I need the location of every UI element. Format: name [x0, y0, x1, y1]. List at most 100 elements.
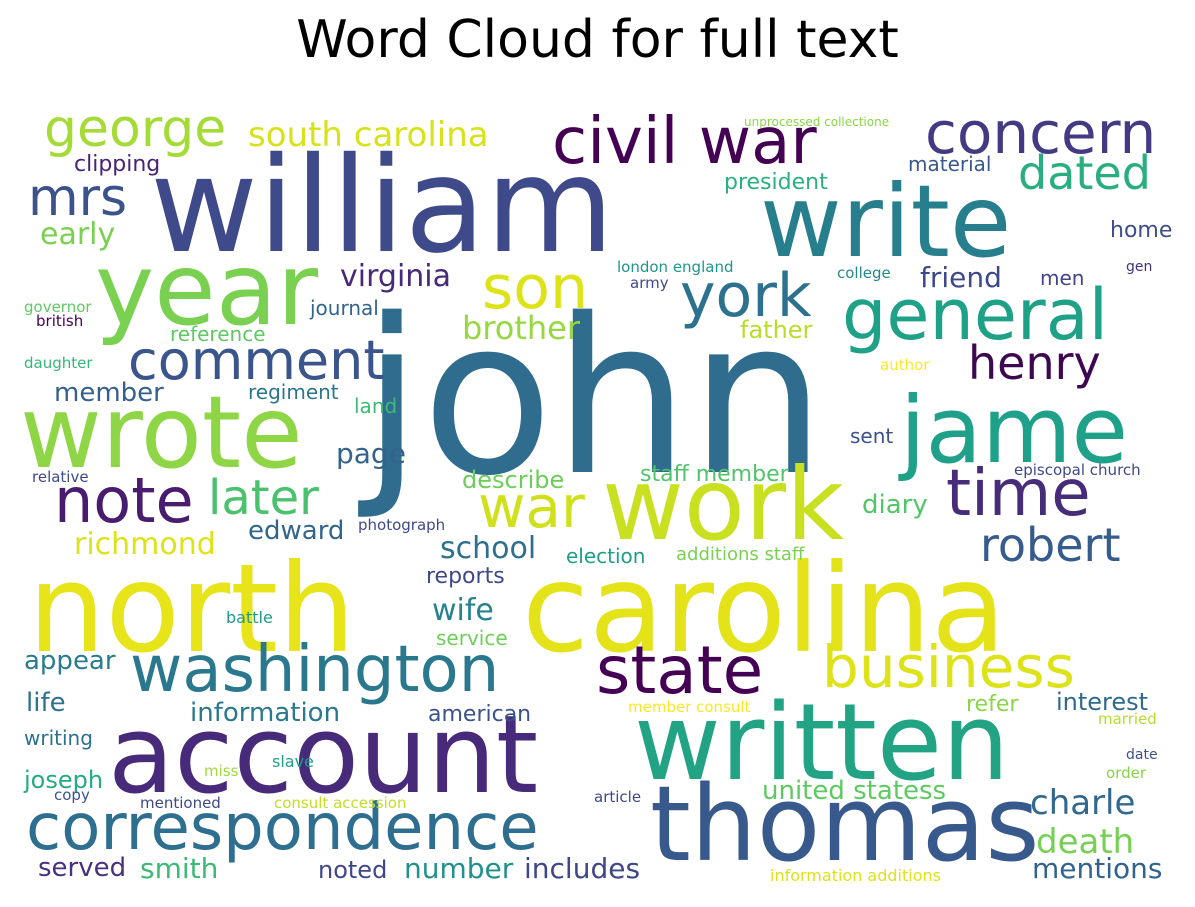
word: school	[440, 531, 537, 566]
word: describe	[462, 466, 565, 494]
word: civil war	[552, 105, 817, 179]
word: page	[336, 437, 406, 470]
word: british	[36, 312, 84, 330]
word: diary	[862, 490, 928, 520]
word: robert	[980, 518, 1121, 572]
word: henry	[968, 336, 1101, 390]
word: army	[630, 274, 669, 292]
word: episcopal church	[1014, 461, 1141, 479]
word: consult accession	[274, 794, 407, 812]
word: concern	[925, 99, 1157, 167]
word: member	[54, 378, 164, 408]
word: college	[837, 264, 891, 282]
word: material	[908, 152, 992, 176]
word: account	[108, 693, 539, 818]
word: american	[428, 702, 532, 727]
word: wife	[432, 593, 494, 628]
word: year	[95, 231, 319, 348]
word: carolina	[522, 538, 1006, 680]
word: john	[362, 272, 826, 523]
word: william	[150, 129, 615, 283]
word: business	[822, 633, 1075, 701]
word: war	[478, 473, 585, 541]
word: work	[602, 446, 844, 563]
word: regiment	[248, 380, 339, 404]
word: time	[946, 457, 1091, 531]
word: information additions	[770, 866, 941, 885]
word: son	[482, 253, 588, 323]
word: daughter	[24, 354, 93, 372]
word: richmond	[74, 527, 216, 562]
word: write	[760, 163, 1012, 280]
word: author	[880, 356, 930, 374]
word: gen	[1126, 259, 1153, 275]
word: thomas	[650, 763, 1040, 885]
page-title: Word Cloud for full text	[296, 10, 899, 70]
word: jame	[900, 377, 1129, 484]
word: clipping	[74, 152, 161, 177]
word: photograph	[358, 516, 446, 534]
word: governor	[24, 298, 92, 316]
word: member consult	[628, 698, 751, 716]
word: father	[740, 316, 813, 344]
word: information	[190, 698, 341, 728]
word: dated	[1018, 146, 1151, 200]
word: writing	[24, 726, 93, 750]
word: reference	[170, 322, 266, 346]
word: virginia	[340, 259, 452, 294]
word: served	[38, 853, 127, 883]
word: brother	[462, 309, 581, 347]
word: president	[724, 170, 828, 195]
word: mentions	[1032, 852, 1163, 885]
word: interest	[1056, 688, 1149, 716]
word: mentioned	[140, 794, 221, 812]
word: north	[28, 538, 356, 680]
word: life	[26, 688, 66, 718]
word: staff member	[640, 462, 789, 487]
word: article	[594, 788, 642, 806]
word: relative	[32, 468, 89, 486]
word: order	[1106, 764, 1146, 782]
word: wrote	[20, 374, 303, 491]
word: includes	[524, 852, 641, 885]
word: journal	[310, 296, 379, 320]
word: death	[1036, 822, 1135, 862]
word: slave	[272, 752, 314, 771]
word: early	[40, 217, 116, 252]
word: land	[354, 394, 398, 418]
word: general	[842, 274, 1109, 356]
word: copy	[54, 786, 90, 804]
word: election	[566, 544, 646, 568]
word: note	[54, 464, 194, 537]
word: unprocessed collectione	[744, 115, 890, 129]
word: married	[1098, 710, 1157, 728]
word: miss	[204, 762, 239, 780]
word: men	[1040, 266, 1085, 290]
word: battle	[226, 608, 273, 627]
word: number	[404, 852, 514, 885]
word: george	[44, 99, 227, 159]
word: sent	[850, 424, 894, 448]
word: home	[1110, 218, 1173, 243]
word: reports	[426, 564, 505, 589]
word: mrs	[28, 168, 128, 228]
word: comment	[128, 329, 385, 392]
word: edward	[248, 516, 345, 546]
word: charle	[1030, 783, 1136, 823]
word: service	[436, 626, 508, 650]
word: later	[208, 470, 319, 526]
word: noted	[318, 856, 388, 884]
word: joseph	[24, 766, 104, 794]
word: date	[1126, 747, 1158, 763]
word: additions staff	[676, 544, 805, 565]
word: written	[634, 681, 1010, 804]
word: united statess	[762, 776, 947, 806]
word: washington	[130, 633, 500, 707]
word: south carolina	[248, 115, 489, 155]
word: state	[596, 632, 764, 709]
word: refer	[966, 692, 1019, 717]
word: friend	[920, 261, 1002, 294]
word: correspondence	[26, 791, 539, 865]
word: appear	[24, 646, 116, 676]
